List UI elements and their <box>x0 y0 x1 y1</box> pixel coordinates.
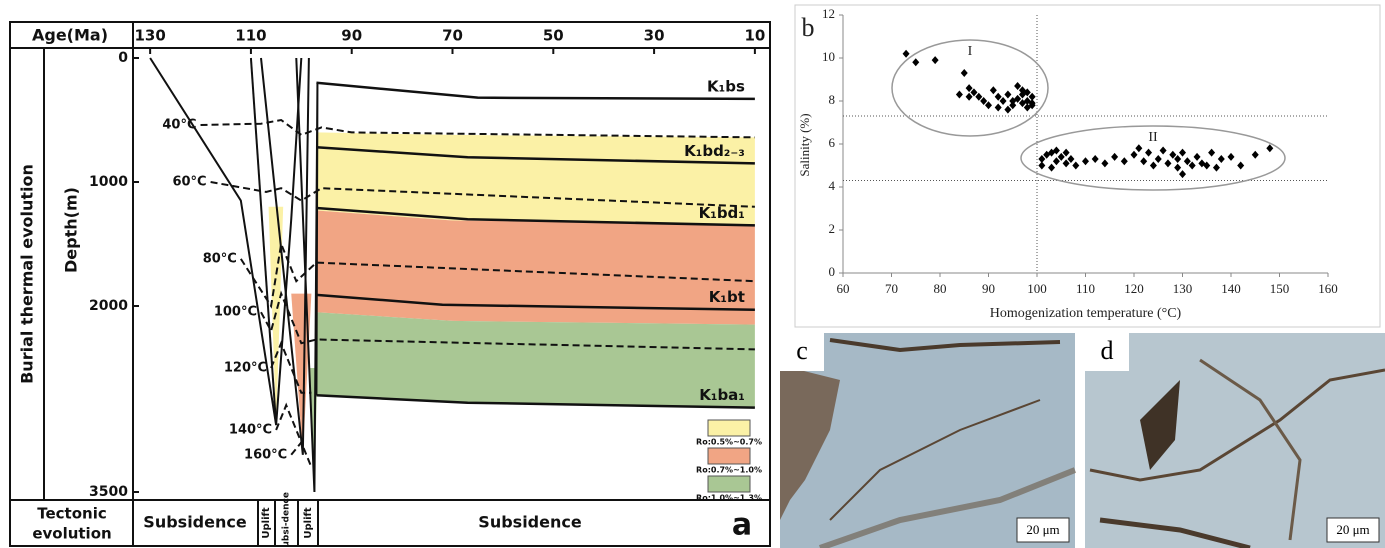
tectonic-stage: Subsi-dence <box>282 492 292 548</box>
photo-d <box>1085 333 1385 548</box>
panel-a: 40°C 60°C 80°C 100°C 120°C 140°C 160°C K₁bs K₁bd… <box>10 22 770 548</box>
x-tick-label: 130 <box>1173 281 1193 296</box>
x-tick-label: 90 <box>982 281 995 296</box>
layer-label: K₁ba₁ <box>699 386 745 404</box>
tectonic-label: evolution <box>32 525 111 543</box>
y-axis-label: Depth(m) <box>62 187 81 273</box>
panel-b: 60708090100110120130140150160024681012II… <box>795 5 1380 327</box>
legend-label: Ro:0.7%~1.0% <box>696 466 762 475</box>
isotherm-label: 60°C <box>172 175 206 190</box>
x-tick-label: 30 <box>644 27 665 45</box>
x-tick-label: 120 <box>1124 281 1144 296</box>
y-tick-label: 0 <box>829 264 836 279</box>
y-tick-label: 1000 <box>89 174 128 190</box>
group-label: II <box>1148 130 1158 145</box>
isotherm-label: 40°C <box>162 117 196 132</box>
legend-swatch <box>708 476 750 492</box>
x-tick-label: 140 <box>1221 281 1241 296</box>
x-tick-label: 70 <box>885 281 898 296</box>
y-tick-label: 3500 <box>89 484 128 500</box>
y-tick-label: 8 <box>829 92 836 107</box>
x-tick-label: 90 <box>341 27 362 45</box>
y-tick-label: 2 <box>829 221 836 236</box>
page: {"chart_data": [ {"type": "burial_histor… <box>0 0 1385 548</box>
tectonic-stage: Uplift <box>261 507 272 538</box>
scale-bar-label: 20 μm <box>1026 522 1059 537</box>
isotherm-label: 160°C <box>244 447 287 462</box>
figure: 40°C 60°C 80°C 100°C 120°C 140°C 160°C K₁bs K₁bd… <box>0 0 1385 548</box>
y-axis-label: Salinity (%) <box>797 113 812 176</box>
x-tick-label: 70 <box>442 27 463 45</box>
x-tick-label: 60 <box>837 281 850 296</box>
x-axis-label: Homogenization temperature (°C) <box>990 306 1182 321</box>
y-tick-label: 10 <box>822 49 835 64</box>
y-tick-label: 12 <box>822 6 835 21</box>
x-tick-label: 110 <box>235 27 266 45</box>
tectonic-label: Tectonic <box>37 505 107 523</box>
tectonic-stage: Subsidence <box>143 513 247 532</box>
x-tick-label: 130 <box>134 27 165 45</box>
x-tick-label: 150 <box>1270 281 1290 296</box>
x-tick-label: 50 <box>543 27 564 45</box>
isotherm-label: 120°C <box>224 361 267 376</box>
ro-zone <box>316 312 754 407</box>
tectonic-stage: Uplift <box>303 507 314 538</box>
panel-letter: a <box>732 508 752 543</box>
layer-label: K₁bd₂₋₃ <box>684 142 745 160</box>
scale-bar-label: 20 μm <box>1336 522 1369 537</box>
y-tick-label: 2000 <box>89 298 128 314</box>
x-tick-label: 80 <box>934 281 947 296</box>
y-tick-label: 4 <box>829 178 836 193</box>
legend-label: Ro:1.0%~1.3% <box>696 494 762 503</box>
isotherm-label: 80°C <box>203 251 237 266</box>
y-tick-label: 6 <box>829 135 836 150</box>
isotherm-label: 140°C <box>229 423 272 438</box>
isotherm-label: 100°C <box>214 305 257 320</box>
panel-letter: b <box>802 13 815 42</box>
frame <box>795 5 1380 327</box>
panel-letter: d <box>1101 336 1114 365</box>
layer-label: K₁bs <box>707 77 745 95</box>
x-tick-label: 10 <box>744 27 765 45</box>
panel-letter: c <box>796 336 808 365</box>
layer-label: K₁bd₁ <box>699 204 745 222</box>
side-label: Burial thermal evolution <box>18 164 37 384</box>
layer-label: K₁bt <box>709 288 745 306</box>
x-tick-label: 110 <box>1076 281 1095 296</box>
photos: c 20 μm d 20 μm <box>780 333 1385 548</box>
y-tick-label: 0 <box>118 50 128 66</box>
x-axis-label: Age(Ma) <box>32 26 108 45</box>
legend-swatch <box>708 420 750 436</box>
legend-swatch <box>708 448 750 464</box>
x-tick-label: 160 <box>1318 281 1338 296</box>
tectonic-stage: Subsidence <box>478 513 582 532</box>
x-tick-label: 100 <box>1027 281 1047 296</box>
legend-label: Ro:0.5%~0.7% <box>696 438 762 447</box>
group-label: I <box>968 44 973 59</box>
